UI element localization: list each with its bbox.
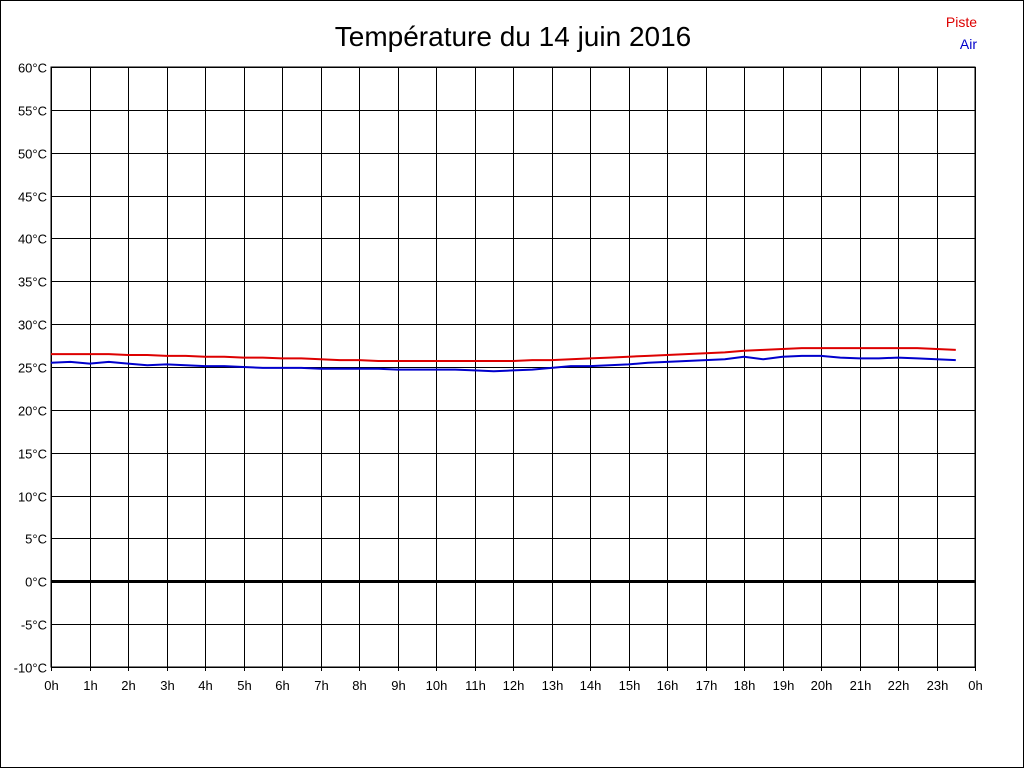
x-tick-label: 0h	[968, 678, 982, 693]
y-tick-label: 15°C	[18, 447, 47, 462]
x-tick-label: 5h	[237, 678, 251, 693]
x-tick-label: 6h	[275, 678, 289, 693]
series-lines	[50, 347, 956, 373]
x-tick-label: 21h	[850, 678, 872, 693]
x-tick-label: 19h	[773, 678, 795, 693]
grid	[50, 66, 976, 671]
y-tick-label: 60°C	[18, 61, 47, 76]
series-line-piste	[51, 347, 956, 362]
x-tick-label: 14h	[580, 678, 602, 693]
x-tick-label: 15h	[619, 678, 641, 693]
x-tick-label: 1h	[83, 678, 97, 693]
x-tick-label: 7h	[314, 678, 328, 693]
y-tick-label: 30°C	[18, 318, 47, 333]
y-tick-label: 25°C	[18, 361, 47, 376]
series-line-air	[50, 354, 956, 373]
x-tick-label: 11h	[465, 678, 486, 693]
x-tick-label: 9h	[391, 678, 405, 693]
y-tick-label: -10°C	[14, 661, 47, 676]
legend: Piste Air	[946, 14, 977, 52]
x-tick-label: 10h	[426, 678, 448, 693]
x-tick-label: 0h	[44, 678, 58, 693]
y-tick-label: 55°C	[18, 104, 47, 119]
x-tick-label: 20h	[811, 678, 833, 693]
y-tick-label: 0°C	[25, 575, 47, 590]
x-tick-label: 17h	[696, 678, 718, 693]
legend-entry-piste: Piste	[946, 14, 977, 30]
x-tick-label: 22h	[888, 678, 910, 693]
y-tick-label: 50°C	[18, 147, 47, 162]
x-tick-label: 4h	[198, 678, 212, 693]
y-tick-label: 20°C	[18, 404, 47, 419]
y-tick-label: 35°C	[18, 275, 47, 290]
chart-title: Température du 14 juin 2016	[335, 21, 691, 52]
y-tick-label: 40°C	[18, 232, 47, 247]
x-tick-label: 12h	[503, 678, 525, 693]
y-tick-label: -5°C	[21, 618, 47, 633]
y-tick-label: 5°C	[25, 532, 47, 547]
x-tick-label: 13h	[542, 678, 564, 693]
x-tick-label: 3h	[160, 678, 174, 693]
y-axis: 60°C 55°C 50°C 45°C 40°C 35°C 30°C 25°C 20°C 15°C…	[14, 61, 47, 676]
x-tick-label: 18h	[734, 678, 756, 693]
x-tick-label: 23h	[927, 678, 949, 693]
x-axis: 0h 1h 2h 3h 4h 5h 6h 7h 8h 9h 10h 11h 12h 13h 14h 15h 16…	[44, 678, 982, 693]
x-tick-label: 16h	[657, 678, 679, 693]
x-tick-label: 2h	[121, 678, 135, 693]
y-tick-label: 45°C	[18, 190, 47, 205]
legend-entry-air: Air	[960, 36, 977, 52]
y-tick-label: 10°C	[18, 490, 47, 505]
x-tick-label: 8h	[352, 678, 366, 693]
